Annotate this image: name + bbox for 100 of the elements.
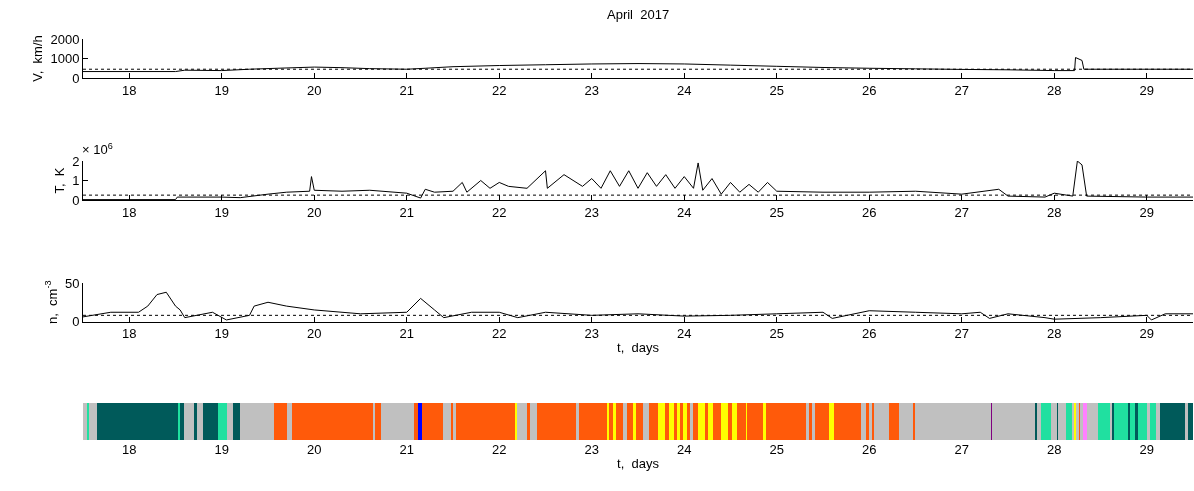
- bar: [713, 403, 721, 440]
- x-tick-label: 29: [1139, 442, 1154, 457]
- bar: [1041, 403, 1051, 440]
- bar: [579, 403, 607, 440]
- x-tick-label: 23: [584, 82, 599, 98]
- x-tick-label: 20: [307, 204, 322, 220]
- y-axis-title: T, K: [52, 167, 68, 194]
- x-tick-label: 22: [492, 204, 507, 220]
- x-tick-label: 24: [677, 82, 692, 98]
- bar: [274, 403, 287, 440]
- bar: [1147, 403, 1150, 440]
- x-tick-label: 18: [122, 442, 137, 457]
- x-axis-title: t, days: [617, 339, 660, 355]
- x-tick-label: 21: [399, 204, 414, 220]
- bar: [97, 403, 178, 440]
- bar: [443, 403, 451, 440]
- bar: [1087, 403, 1098, 440]
- y-tick-label: 2: [72, 153, 80, 169]
- x-tick-label: 28: [1047, 204, 1062, 220]
- x-tick-label: 26: [862, 442, 877, 457]
- bar: [627, 403, 633, 440]
- bar: [633, 403, 636, 440]
- bar: [576, 403, 579, 440]
- bar: [623, 403, 627, 440]
- x-tick-label: 22: [492, 326, 507, 342]
- y-tick-label: 50: [64, 275, 80, 291]
- x-tick-label: 29: [1139, 204, 1154, 220]
- bar: [1160, 403, 1185, 440]
- x-tick-label: 29: [1139, 82, 1154, 98]
- bar: [829, 403, 834, 440]
- bar: [649, 403, 658, 440]
- bar: [287, 403, 292, 440]
- bar: [815, 403, 829, 440]
- bar: [184, 403, 194, 440]
- x-tick-label: 19: [214, 204, 229, 220]
- x-tick-label: 25: [769, 82, 784, 98]
- x-tick-label: 25: [769, 204, 784, 220]
- bar: [899, 403, 914, 440]
- bar: [233, 403, 240, 440]
- x-tick-label: 26: [862, 204, 877, 220]
- bar: [613, 403, 616, 440]
- x-tick-label: 26: [862, 326, 877, 342]
- bar: [1150, 403, 1156, 440]
- bar: [766, 403, 806, 440]
- y-tick-label: 0: [72, 70, 80, 86]
- bar: [240, 403, 274, 440]
- x-tick-label: 25: [769, 442, 784, 457]
- x-tick-label: 18: [122, 326, 137, 342]
- x-tick-label: 28: [1047, 326, 1062, 342]
- x-tick-label: 18: [122, 204, 137, 220]
- bar: [1083, 403, 1087, 440]
- x-tick-label: 26: [862, 82, 877, 98]
- y-tick-label: 1: [72, 173, 80, 189]
- x-tick-label: 27: [954, 442, 969, 457]
- bar: [422, 403, 443, 440]
- x-tick-label: 21: [399, 326, 414, 342]
- bar: [721, 403, 728, 440]
- x-tick-label: 22: [492, 442, 507, 457]
- bar: [1130, 403, 1135, 440]
- bar: [517, 403, 528, 440]
- bar: [527, 403, 530, 440]
- y-axis-title: V, km/h: [30, 35, 46, 82]
- bar: [665, 403, 669, 440]
- bar: [889, 403, 899, 440]
- x-tick-label: 20: [307, 442, 322, 457]
- x-tick-label: 27: [954, 82, 969, 98]
- x-tick-label: 27: [954, 204, 969, 220]
- bar: [693, 403, 698, 440]
- bar: [414, 403, 418, 440]
- bar: [194, 403, 197, 440]
- x-tick-label: 25: [769, 326, 784, 342]
- y-tick-label: 2000: [50, 31, 80, 47]
- bar: [705, 403, 708, 440]
- x-tick-label: 20: [307, 82, 322, 98]
- x-tick-label: 29: [1139, 326, 1154, 342]
- bar: [658, 403, 665, 440]
- bar: [292, 403, 373, 440]
- bar: [616, 403, 623, 440]
- bar: [1037, 403, 1041, 440]
- bar: [1188, 403, 1193, 440]
- bar: [1185, 403, 1188, 440]
- bar: [418, 403, 422, 440]
- x-tick-label: 23: [584, 204, 599, 220]
- x-tick-label: 20: [307, 326, 322, 342]
- bar: [1135, 403, 1138, 440]
- bar: [643, 403, 649, 440]
- bar: [763, 403, 766, 440]
- bar: [203, 403, 218, 440]
- x-tick-label: 19: [214, 442, 229, 457]
- bar: [180, 403, 184, 440]
- bar: [834, 403, 861, 440]
- x-tick-label: 19: [214, 82, 229, 98]
- x-tick-label: 28: [1047, 442, 1062, 457]
- bar: [381, 403, 414, 440]
- x-tick-label: 23: [584, 442, 599, 457]
- bar: [1138, 403, 1147, 440]
- x-axis-title: t, days: [617, 455, 660, 471]
- x-tick-label: 22: [492, 82, 507, 98]
- y-tick-label: 1000: [50, 51, 80, 67]
- x-tick-label: 21: [399, 82, 414, 98]
